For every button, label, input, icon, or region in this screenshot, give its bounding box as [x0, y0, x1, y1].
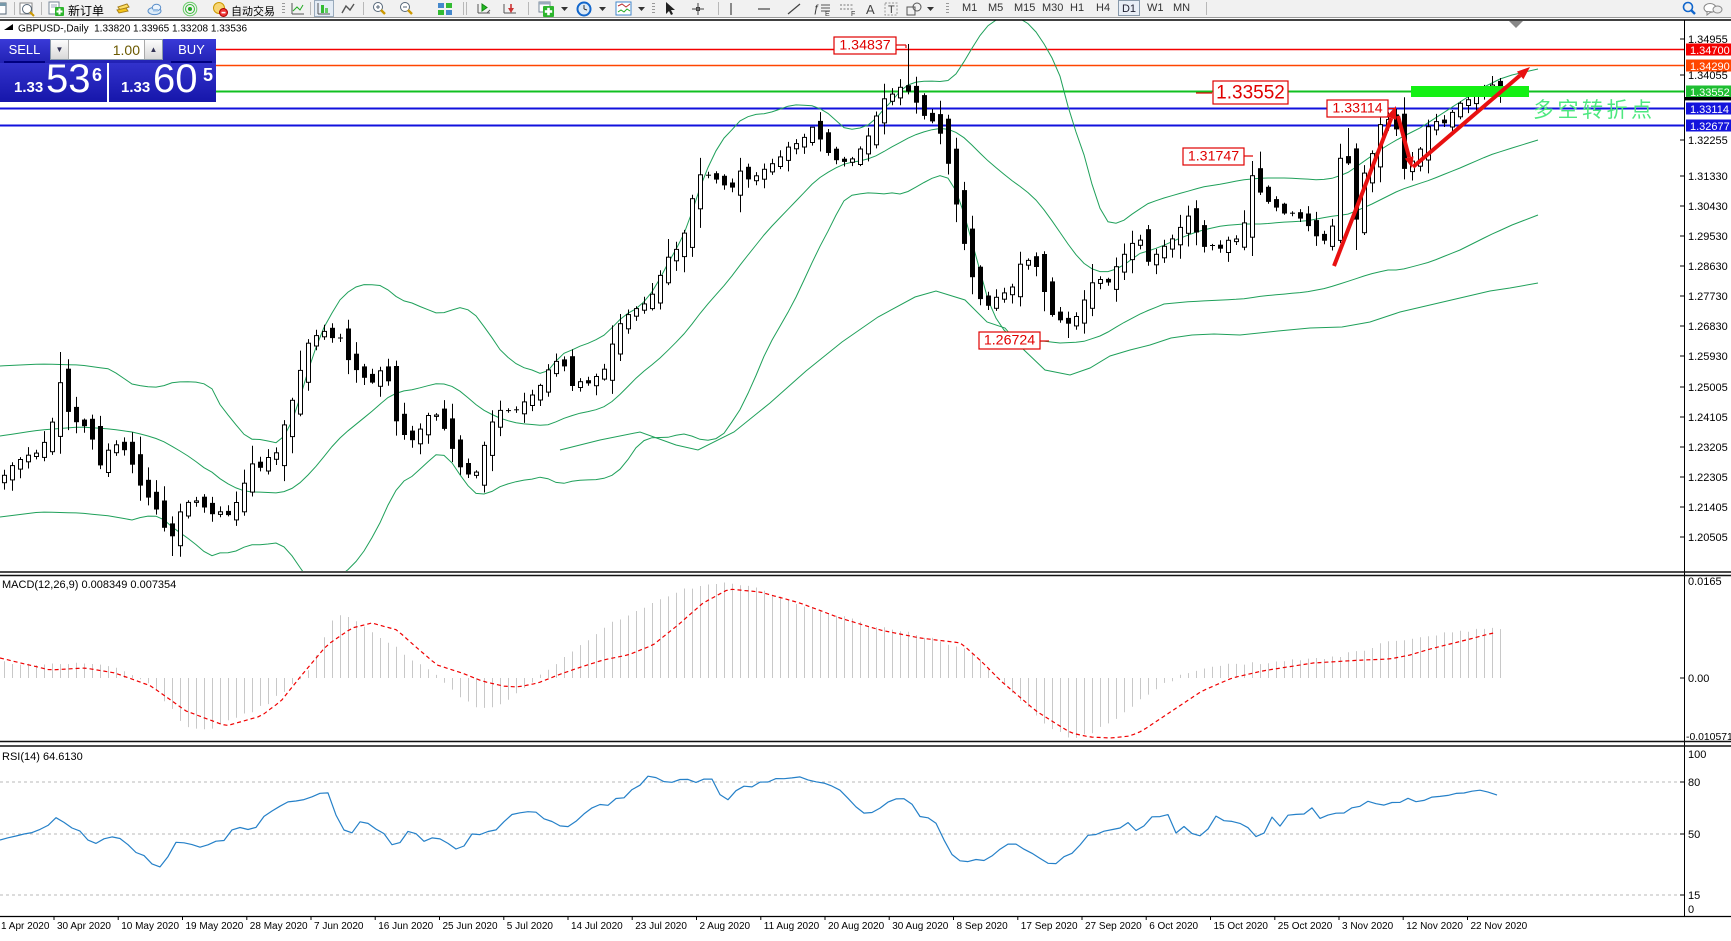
svg-text:1.31747: 1.31747 [1188, 149, 1239, 165]
svg-text:0: 0 [1688, 904, 1694, 916]
svg-text:1.34290: 1.34290 [1690, 61, 1730, 73]
svg-text:7 Jun 2020: 7 Jun 2020 [314, 921, 364, 932]
svg-text:1.22305: 1.22305 [1688, 472, 1728, 484]
svg-text:2 Aug 2020: 2 Aug 2020 [700, 921, 751, 932]
svg-text:1.25005: 1.25005 [1688, 382, 1728, 394]
svg-text:19 May 2020: 19 May 2020 [186, 921, 244, 932]
svg-text:23 Jul 2020: 23 Jul 2020 [635, 921, 687, 932]
svg-text:1.34700: 1.34700 [1690, 45, 1730, 57]
svg-text:1.23205: 1.23205 [1688, 442, 1728, 454]
svg-text:15 Oct 2020: 15 Oct 2020 [1214, 921, 1269, 932]
svg-text:80: 80 [1688, 777, 1700, 789]
svg-text:17 Sep 2020: 17 Sep 2020 [1021, 921, 1078, 932]
svg-text:16 Jun 2020: 16 Jun 2020 [378, 921, 433, 932]
svg-text:1.30430: 1.30430 [1688, 201, 1728, 213]
svg-text:22 Nov 2020: 22 Nov 2020 [1471, 921, 1528, 932]
svg-text:1.21405: 1.21405 [1688, 502, 1728, 514]
svg-text:ƒ: ƒ [813, 3, 819, 15]
svg-text:50: 50 [1688, 829, 1700, 841]
svg-text:15: 15 [1688, 890, 1700, 902]
svg-text:1.32677: 1.32677 [1690, 121, 1730, 133]
svg-text:1.25930: 1.25930 [1688, 351, 1728, 363]
svg-text:27 Sep 2020: 27 Sep 2020 [1085, 921, 1142, 932]
svg-text:0.00: 0.00 [1688, 673, 1709, 685]
svg-text:1.27730: 1.27730 [1688, 291, 1728, 303]
svg-text:6 Oct 2020: 6 Oct 2020 [1149, 921, 1198, 932]
svg-text:12 Nov 2020: 12 Nov 2020 [1406, 921, 1463, 932]
svg-text:-0.010571: -0.010571 [1686, 732, 1731, 743]
svg-text:25 Jun 2020: 25 Jun 2020 [443, 921, 498, 932]
svg-text:1.31330: 1.31330 [1688, 171, 1728, 183]
svg-text:100: 100 [1688, 749, 1706, 761]
svg-text:MACD(12,26,9) 0.008349 0.00735: MACD(12,26,9) 0.008349 0.007354 [2, 579, 176, 591]
svg-text:8 Sep 2020: 8 Sep 2020 [957, 921, 1009, 932]
svg-text:RSI(14) 64.6130: RSI(14) 64.6130 [2, 751, 83, 763]
svg-text:1.26830: 1.26830 [1688, 321, 1728, 333]
svg-text:30 Apr 2020: 30 Apr 2020 [57, 921, 111, 932]
svg-text:1.32255: 1.32255 [1688, 135, 1728, 147]
svg-text:1.33114: 1.33114 [1332, 101, 1382, 117]
svg-text:多空转折点: 多空转折点 [1533, 99, 1656, 122]
svg-text:1.33114: 1.33114 [1690, 104, 1729, 116]
svg-text:25 Oct 2020: 25 Oct 2020 [1278, 921, 1333, 932]
svg-text:14 Jul 2020: 14 Jul 2020 [571, 921, 623, 932]
svg-text:1.24105: 1.24105 [1688, 412, 1728, 424]
svg-text:10 May 2020: 10 May 2020 [121, 921, 179, 932]
svg-text:3 Nov 2020: 3 Nov 2020 [1342, 921, 1394, 932]
svg-text:1.20505: 1.20505 [1688, 532, 1728, 544]
svg-text:1.29530: 1.29530 [1688, 231, 1728, 243]
svg-text:28 May 2020: 28 May 2020 [250, 921, 308, 932]
svg-text:F: F [851, 11, 855, 17]
svg-text:20 Aug 2020: 20 Aug 2020 [828, 921, 885, 932]
svg-text:1.28630: 1.28630 [1688, 261, 1728, 273]
svg-text:30 Aug 2020: 30 Aug 2020 [892, 921, 949, 932]
svg-text:1.26724: 1.26724 [984, 333, 1035, 349]
svg-text:GBPUSD-,Daily 1.33820 1.33965: GBPUSD-,Daily 1.33820 1.33965 1.33208 1.… [18, 24, 247, 35]
svg-text:1.34055: 1.34055 [1688, 70, 1728, 82]
svg-text:5 Jul 2020: 5 Jul 2020 [507, 921, 554, 932]
svg-text:T: T [888, 4, 895, 16]
svg-text:1.34955: 1.34955 [1688, 34, 1728, 46]
svg-text:E: E [825, 11, 830, 17]
svg-text:1 Apr 2020: 1 Apr 2020 [1, 921, 50, 932]
svg-text:11 Aug 2020: 11 Aug 2020 [764, 921, 820, 932]
svg-text:A: A [866, 2, 875, 17]
svg-text:1.34837: 1.34837 [839, 38, 890, 54]
svg-text:1.33552: 1.33552 [1216, 82, 1285, 103]
svg-text:0.0165: 0.0165 [1688, 576, 1722, 588]
svg-text:1.33552: 1.33552 [1690, 87, 1730, 99]
